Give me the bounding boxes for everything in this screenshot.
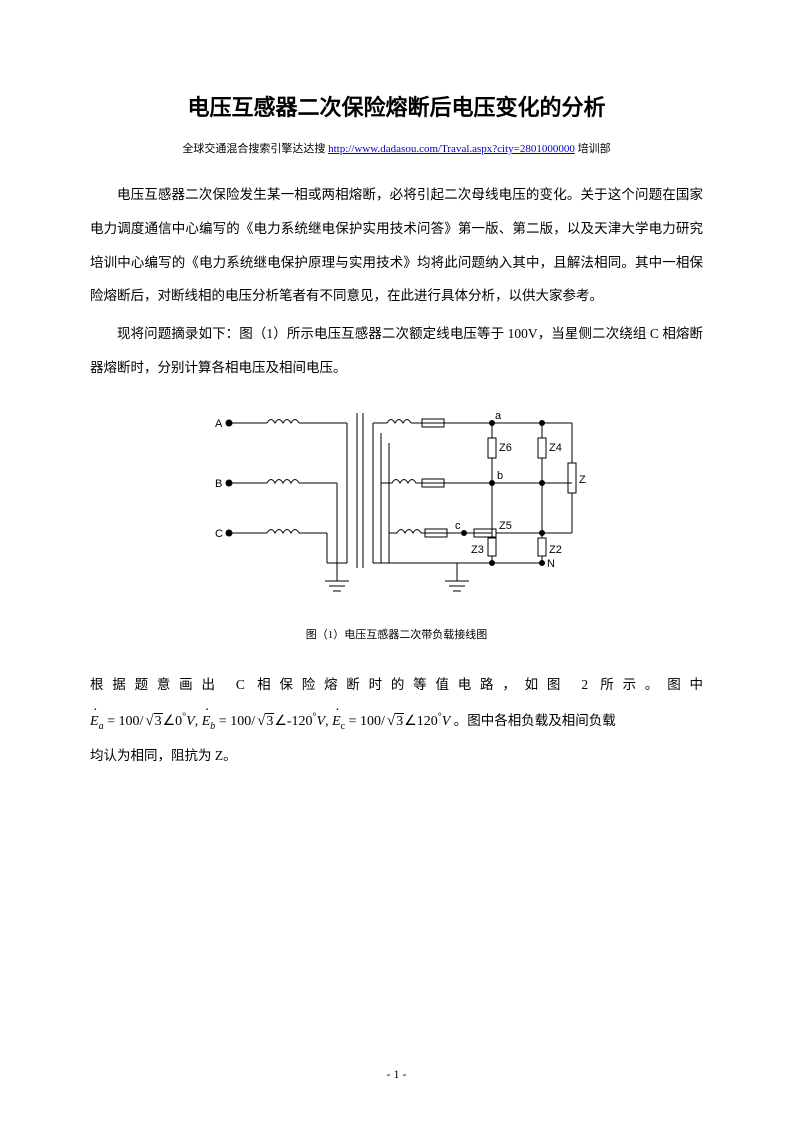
label-N: N (547, 558, 555, 570)
subtitle: 全球交通混合搜索引擎达达搜 http://www.dadasou.com/Tra… (90, 140, 703, 156)
subtitle-prefix: 全球交通混合搜索引擎达达搜 (182, 143, 328, 155)
label-Z6: Z6 (499, 442, 512, 454)
page-title: 电压互感器二次保险熔断后电压变化的分析 (90, 90, 703, 122)
source-link[interactable]: http://www.dadasou.com/Traval.aspx?city=… (328, 143, 575, 155)
figure-1: A B C a b c N Z1 Z2 Z3 Z4 Z5 Z6 (90, 403, 703, 618)
formula-tail: 。图中各相负载及相间负载 (454, 713, 616, 728)
paragraph-2: 现将问题摘录如下：图（1）所示电压互感器二次额定线电压等于 100V，当星侧二次… (90, 317, 703, 385)
label-b: b (497, 470, 503, 482)
formula-line: Ea = 100/3∠0°V, Eb = 100/3∠-120°V, Ec = … (90, 703, 703, 739)
paragraph-1: 电压互感器二次保险发生某一相或两相熔断，必将引起二次母线电压的变化。关于这个问题… (90, 178, 703, 313)
figure-1-caption: 图（1）电压互感器二次带负载接线图 (90, 626, 703, 642)
label-C: C (215, 528, 223, 540)
label-c: c (455, 520, 461, 532)
label-Z4: Z4 (549, 442, 562, 454)
paragraph-3-line3: 均认为相同，阻抗为 Z。 (90, 739, 703, 773)
label-a: a (495, 410, 502, 422)
label-Z5: Z5 (499, 520, 512, 532)
label-Z3: Z3 (471, 544, 484, 556)
label-A: A (215, 418, 223, 430)
label-Z2: Z2 (549, 544, 562, 556)
page-number: - 1 - (0, 1067, 793, 1082)
subtitle-suffix: 培训部 (578, 143, 611, 155)
paragraph-3-line1: 根据题意画出 C 相保险熔断时的等值电路，如图 2 所示。图中 (90, 668, 703, 702)
label-B: B (215, 478, 222, 490)
label-Z1: Z1 (579, 474, 587, 486)
circuit-diagram-icon: A B C a b c N Z1 Z2 Z3 Z4 Z5 Z6 (207, 403, 587, 613)
